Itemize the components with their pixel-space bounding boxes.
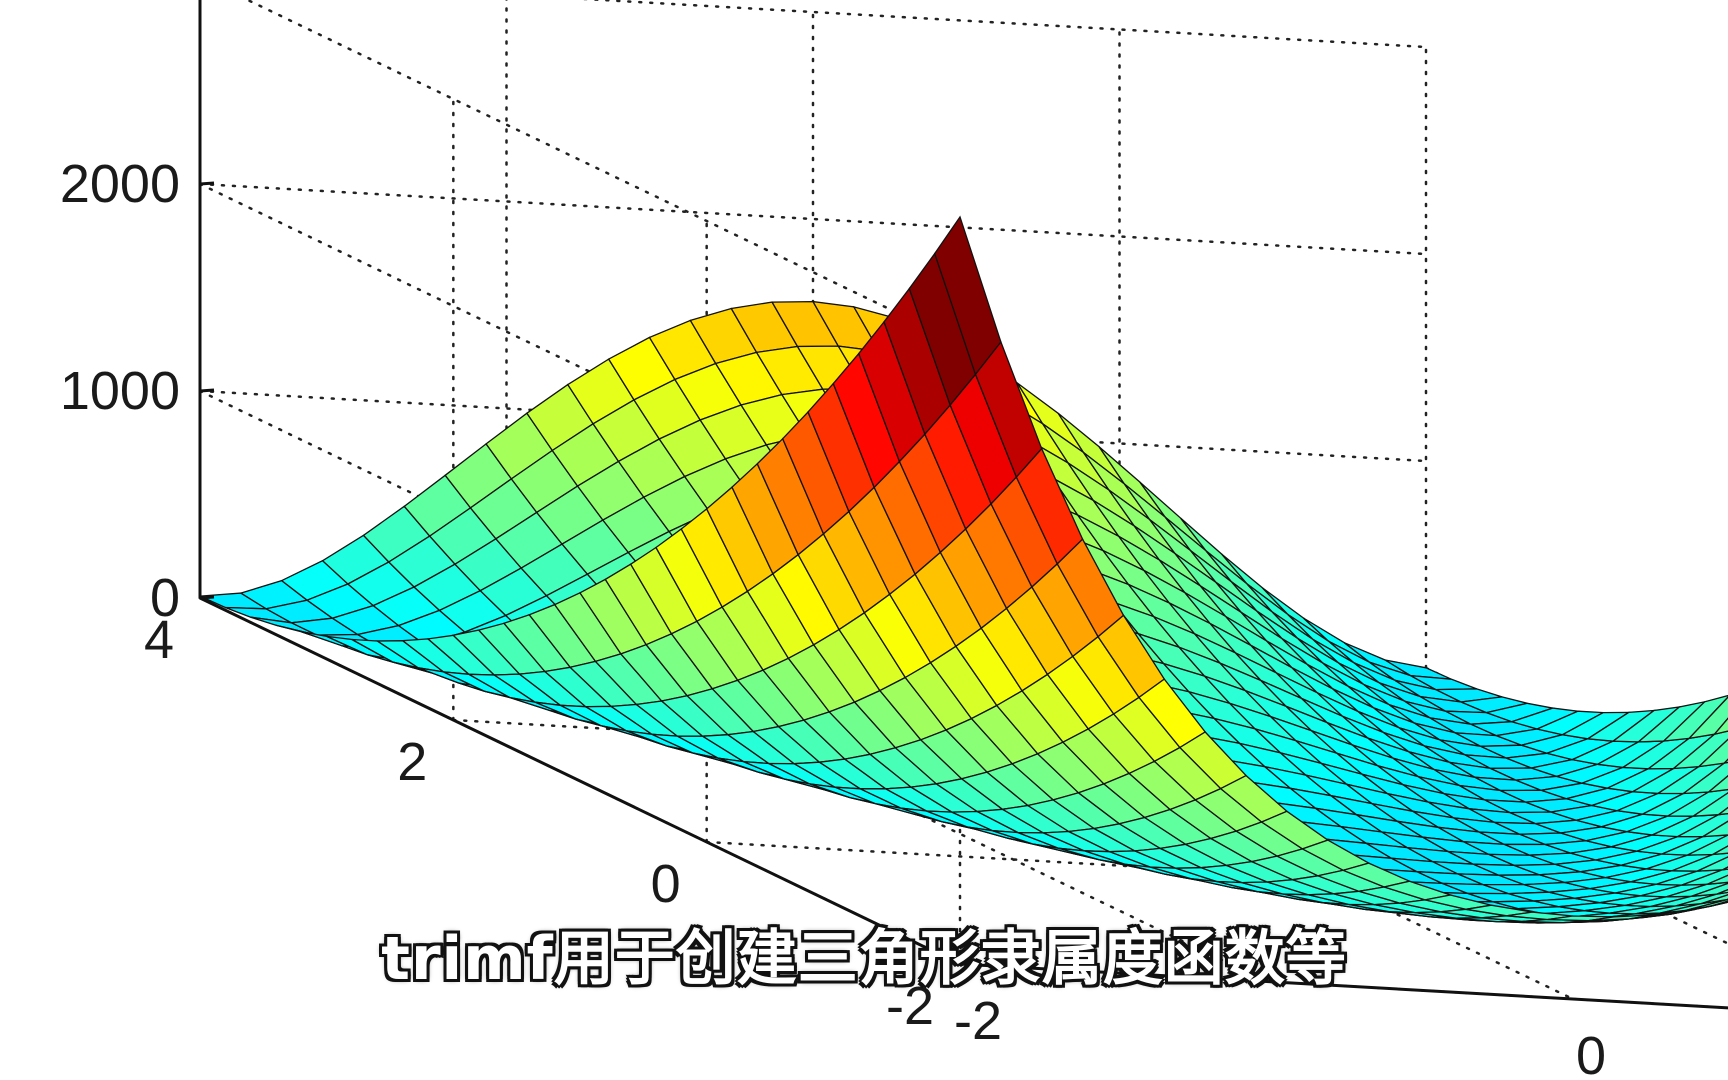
gridline-floor-x (505, 614, 1268, 983)
surface-facet (1706, 775, 1728, 793)
y-tick-label: 0 (651, 854, 681, 914)
gridline-floor-x (811, 631, 1575, 1001)
y-axis-line (199, 596, 961, 966)
surface-facet (1696, 738, 1728, 768)
surface-facet (1687, 696, 1728, 740)
gridline-back-z (580, 0, 1428, 49)
gridline-back-z (198, 389, 1428, 463)
y-tick-label: 2 (397, 732, 427, 792)
z-tick-mark (199, 181, 215, 186)
x-tick-label: 0 (1576, 1026, 1606, 1080)
surface-facet (1687, 834, 1728, 856)
x-axis-line (959, 962, 1728, 1010)
gridline-left-z (244, 0, 962, 345)
x-tick-label: -2 (954, 991, 1002, 1051)
video-subtitle: trimf用于创建三角形隶属度函数等 (381, 924, 1347, 994)
z-tick-label: 0 (150, 568, 180, 628)
surface-facet (1712, 845, 1728, 856)
surface-facet (1706, 874, 1728, 885)
surface-facet (1712, 717, 1728, 736)
surface-facet (1697, 856, 1728, 872)
surface-facet (1716, 888, 1728, 895)
surface-facet (1710, 900, 1728, 907)
z-tick-label: 1000 (60, 361, 180, 421)
z-tick-label: 2000 (60, 154, 180, 214)
y-tick-label: 4 (144, 610, 174, 670)
surface-facet (1701, 894, 1728, 905)
surface-facet (1690, 792, 1728, 817)
surface-facet (1722, 866, 1728, 871)
y-tick-label: -2 (886, 976, 934, 1036)
surface-facet (1722, 758, 1728, 765)
surface-facet (1702, 820, 1728, 838)
z-tick-mark (199, 595, 215, 600)
surface-mesh (199, 215, 1728, 924)
z-tick-mark (199, 388, 215, 393)
gridline-back-z (198, 182, 1428, 256)
surface-facet (1716, 806, 1728, 816)
